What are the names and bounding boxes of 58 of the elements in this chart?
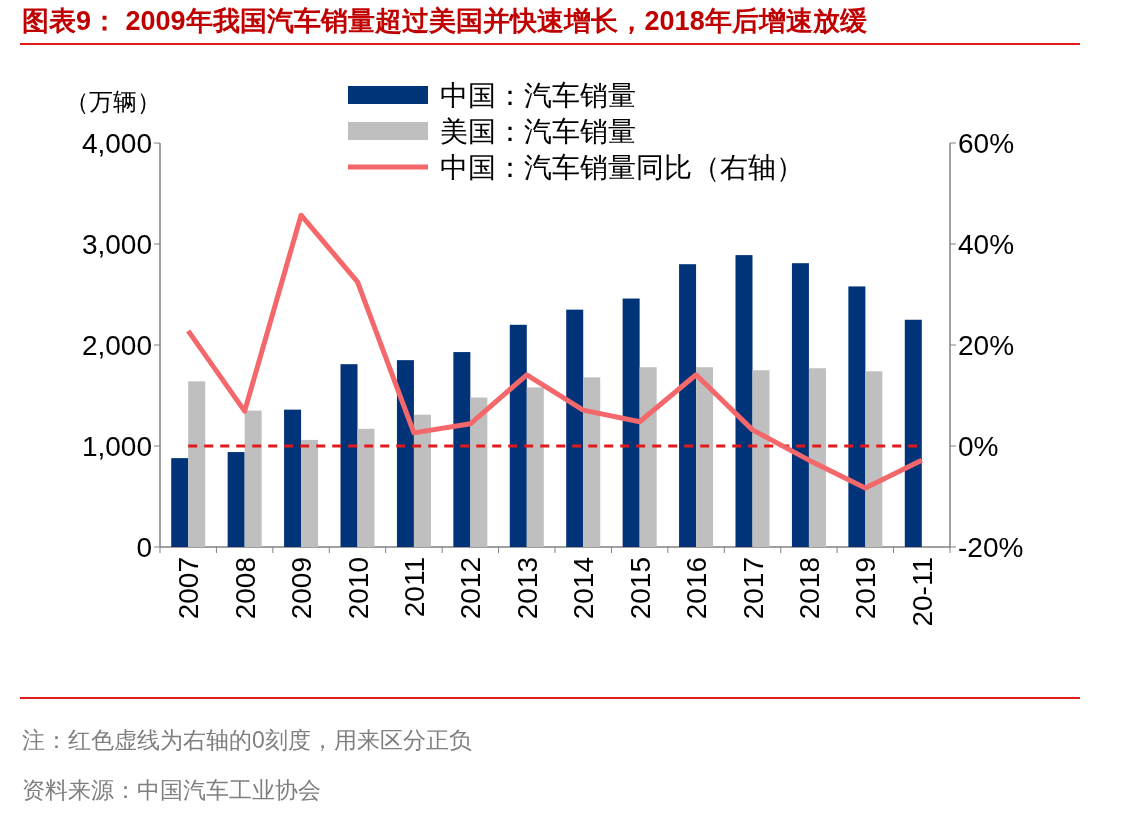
y-tick-label: 0 xyxy=(136,532,152,563)
bar xyxy=(735,255,753,547)
bar xyxy=(301,439,319,547)
y-tick-label: 1,000 xyxy=(81,431,152,462)
x-tick-label: 2011 xyxy=(398,557,430,618)
bar xyxy=(357,428,375,547)
bar xyxy=(284,409,302,547)
y2-tick-label: -20% xyxy=(958,532,1024,563)
y-axis-title: （万辆） xyxy=(65,88,161,115)
x-tick-label: 2013 xyxy=(511,557,543,620)
legend-label: 中国：汽车销量 xyxy=(440,80,636,111)
legend-label: 中国：汽车销量同比（右轴） xyxy=(440,152,804,183)
y2-tick-label: 0% xyxy=(958,431,999,462)
y2-tick-label: 40% xyxy=(958,229,1015,260)
bar xyxy=(696,367,714,547)
x-tick-label: 2016 xyxy=(681,557,713,620)
y-tick-label: 3,000 xyxy=(81,229,152,260)
bar xyxy=(808,368,826,547)
y-tick-label: 4,000 xyxy=(81,128,152,159)
legend-label: 美国：汽车销量 xyxy=(440,116,636,147)
bar xyxy=(752,370,770,547)
bar xyxy=(791,263,809,547)
bar xyxy=(848,286,866,547)
chart-title: 图表9： 2009年我国汽车销量超过美国并快速增长，2018年后增速放缓 xyxy=(22,6,867,36)
y2-tick-label: 60% xyxy=(958,128,1015,159)
bar xyxy=(526,387,544,547)
x-tick-label: 2008 xyxy=(229,557,261,620)
x-tick-label: 2007 xyxy=(173,557,205,620)
x-tick-label: 2014 xyxy=(568,557,600,620)
y2-tick-label: 20% xyxy=(958,330,1015,361)
bar xyxy=(679,264,697,547)
bar xyxy=(413,414,431,547)
x-tick-label: 2015 xyxy=(624,557,656,620)
bar xyxy=(566,309,584,547)
y-tick-label: 2,000 xyxy=(81,330,152,361)
bar xyxy=(904,319,922,547)
text: 资料来源：中国汽车工业协会 xyxy=(22,777,321,803)
bar xyxy=(227,452,245,547)
bar xyxy=(865,371,883,547)
x-tick-label: 2012 xyxy=(455,557,487,620)
bar xyxy=(639,367,657,547)
bar xyxy=(340,364,358,547)
bar xyxy=(396,360,414,547)
x-tick-label: 2009 xyxy=(286,557,318,620)
bar xyxy=(453,352,471,547)
bar xyxy=(171,458,189,547)
text: 注：红色虚线为右轴的0刻度，用来区分正负 xyxy=(22,727,472,753)
bar xyxy=(244,410,262,547)
x-tick-label: 2010 xyxy=(342,557,374,620)
bar xyxy=(583,377,601,547)
x-tick-label: 2018 xyxy=(793,557,825,620)
bar xyxy=(188,381,206,547)
x-tick-label: 20-11 xyxy=(906,557,938,627)
bar xyxy=(622,298,640,547)
x-tick-label: 2019 xyxy=(850,557,882,620)
bar xyxy=(509,324,527,547)
bar xyxy=(470,397,488,547)
x-tick-label: 2017 xyxy=(737,557,769,620)
